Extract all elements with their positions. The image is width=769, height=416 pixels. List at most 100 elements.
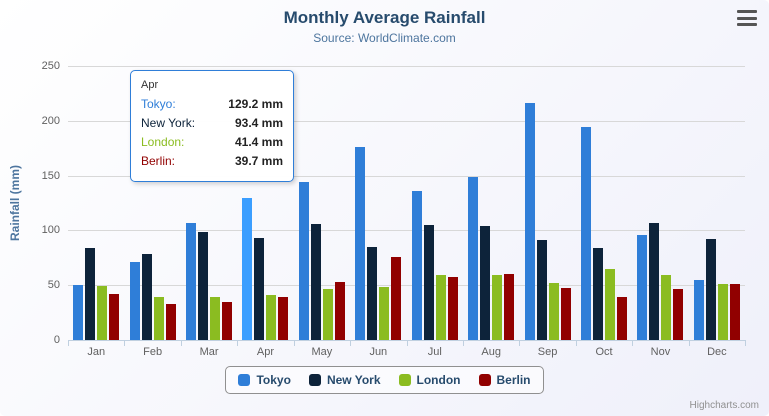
legend-label: Tokyo <box>256 373 291 387</box>
bar-new-york-may[interactable] <box>310 223 321 340</box>
x-axis-tick <box>632 341 634 346</box>
x-axis-tick <box>745 341 746 346</box>
x-tick-label: Jun <box>369 346 388 358</box>
bar-group-sep <box>519 66 575 340</box>
y-tick-label: 50 <box>47 279 60 292</box>
x-tick-label: Aug <box>481 346 501 358</box>
bar-new-york-dec[interactable] <box>705 238 716 340</box>
legend-label: New York <box>326 373 381 387</box>
bar-berlin-mar[interactable] <box>222 302 233 340</box>
bar-london-jan[interactable] <box>97 286 108 340</box>
x-axis-tick <box>237 341 239 346</box>
credits-link[interactable]: Highcharts.com <box>689 400 759 411</box>
bar-tokyo-aug[interactable] <box>468 177 479 340</box>
bar-tokyo-dec[interactable] <box>693 280 704 340</box>
bar-tokyo-jan[interactable] <box>73 285 84 340</box>
bar-london-jun[interactable] <box>379 287 390 340</box>
bar-berlin-jul[interactable] <box>447 277 458 340</box>
bar-london-oct[interactable] <box>605 268 615 340</box>
bar-group-jan <box>68 66 124 340</box>
bar-tokyo-apr[interactable] <box>242 198 253 340</box>
x-axis-tick <box>293 341 295 346</box>
bar-new-york-oct[interactable] <box>593 248 603 340</box>
legend-item-london[interactable]: London <box>398 373 461 387</box>
bar-berlin-jan[interactable] <box>109 293 120 340</box>
tooltip-row: New York: 93.4 mm <box>141 116 283 130</box>
bar-new-york-feb[interactable] <box>141 253 152 340</box>
legend-item-new-york[interactable]: New York <box>308 373 381 387</box>
legend-item-berlin[interactable]: Berlin <box>478 373 531 387</box>
tooltip-series-label: Berlin: <box>141 154 176 168</box>
bar-new-york-sep[interactable] <box>536 240 547 340</box>
bar-london-apr[interactable] <box>266 294 277 340</box>
bar-berlin-apr[interactable] <box>278 296 289 340</box>
bar-tokyo-oct[interactable] <box>581 127 591 340</box>
bar-berlin-may[interactable] <box>334 282 345 340</box>
tooltip-series-label: London: <box>141 135 185 149</box>
bar-berlin-oct[interactable] <box>617 297 627 340</box>
bar-london-aug[interactable] <box>492 274 503 340</box>
bar-berlin-aug[interactable] <box>504 273 515 340</box>
bar-new-york-mar[interactable] <box>198 232 209 340</box>
bar-tokyo-mar[interactable] <box>186 223 197 340</box>
bar-new-york-jun[interactable] <box>367 247 378 340</box>
x-axis-tick <box>575 341 577 346</box>
x-tick-label: Nov <box>650 346 671 358</box>
bar-new-york-nov[interactable] <box>649 223 660 340</box>
x-tick-label: Mar <box>199 346 219 358</box>
bar-berlin-sep[interactable] <box>560 287 571 340</box>
bar-new-york-jul[interactable] <box>423 224 434 340</box>
bar-berlin-nov[interactable] <box>673 288 684 340</box>
x-axis-tick <box>519 341 521 346</box>
x-tick-label: Apr <box>256 346 275 358</box>
bar-new-york-apr[interactable] <box>254 237 265 340</box>
bar-group-dec <box>689 66 745 340</box>
bar-berlin-feb[interactable] <box>165 303 176 340</box>
bar-tokyo-jun[interactable] <box>355 147 366 340</box>
y-tick-label: 200 <box>41 114 60 127</box>
bar-group-may <box>294 66 350 340</box>
x-tick-label: May <box>311 346 333 358</box>
tooltip-series-label: New York: <box>141 116 196 130</box>
y-tick-label: 250 <box>41 60 60 72</box>
x-tick-label: Feb <box>143 346 163 358</box>
legend-swatch-icon <box>478 374 491 386</box>
chart-subtitle: Source: WorldClimate.com <box>313 31 456 45</box>
bar-london-dec[interactable] <box>717 283 728 340</box>
y-tick-label: 100 <box>41 224 60 237</box>
bar-berlin-jun[interactable] <box>391 257 402 340</box>
legend-wrap: Tokyo New York London Berlin <box>0 366 769 394</box>
bar-group-oct <box>576 66 632 340</box>
x-tick-label: Dec <box>707 346 727 358</box>
bar-new-york-jan[interactable] <box>85 248 96 340</box>
hamburger-icon <box>737 10 757 13</box>
tooltip-series-value: 93.4 mm <box>234 116 283 130</box>
bar-tokyo-nov[interactable] <box>637 235 648 340</box>
legend-label: London <box>416 373 461 387</box>
bar-tokyo-sep[interactable] <box>524 102 535 340</box>
bar-london-jul[interactable] <box>435 275 446 340</box>
bar-group-feb <box>124 66 180 340</box>
tooltip-row: London: 41.4 mm <box>141 135 283 149</box>
bar-london-feb[interactable] <box>153 297 164 340</box>
bar-london-may[interactable] <box>322 288 333 340</box>
bar-london-nov[interactable] <box>661 275 672 340</box>
gridline <box>68 66 745 67</box>
bar-berlin-dec[interactable] <box>729 284 740 340</box>
x-axis-tick <box>124 341 126 346</box>
bar-group-apr <box>237 66 293 340</box>
bar-london-sep[interactable] <box>548 282 559 340</box>
bar-london-mar[interactable] <box>210 296 221 340</box>
bar-tokyo-may[interactable] <box>298 182 309 340</box>
x-axis-tick <box>406 341 408 346</box>
bar-new-york-aug[interactable] <box>480 225 491 340</box>
bar-tokyo-jul[interactable] <box>411 191 422 340</box>
plot-area <box>68 66 745 340</box>
x-tick-label: Oct <box>595 346 613 358</box>
export-menu-button[interactable] <box>737 10 757 26</box>
legend-item-tokyo[interactable]: Tokyo <box>238 373 291 387</box>
gridline <box>68 175 745 177</box>
x-axis-tick <box>350 341 352 346</box>
bar-tokyo-feb[interactable] <box>129 261 140 340</box>
legend-label: Berlin <box>496 373 531 387</box>
